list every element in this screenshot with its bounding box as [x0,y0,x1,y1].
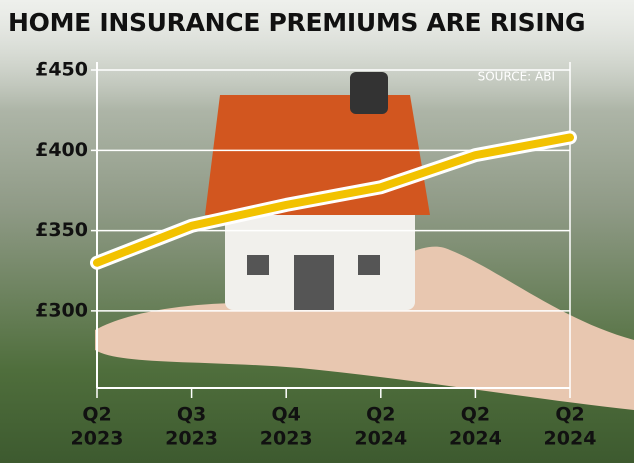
chart-title: HOME INSURANCE PREMIUMS ARE RISING [8,8,585,37]
x-tick-label: 2024 [354,428,407,450]
x-tick-label: 2023 [165,428,218,450]
y-tick-label: £300 [35,299,88,321]
y-tick-label: £400 [35,139,88,161]
x-tick-label: 2024 [544,428,597,450]
y-tick-label: £450 [35,59,88,81]
y-tick-label: £350 [35,219,88,241]
x-tick-label: 2024 [449,428,502,450]
x-tick-label: Q2 [366,404,395,426]
line [93,133,574,267]
x-tick-label: Q3 [177,404,206,426]
x-tick-label: Q2 [461,404,490,426]
x-tick-label: Q2 [82,404,111,426]
x-tick-label: Q2 [555,404,584,426]
x-tick-label: Q4 [272,404,301,426]
x-tick-label: 2023 [260,428,313,450]
source-note: SOURCE: ABI [478,70,555,84]
x-tick-label: 2023 [71,428,124,450]
